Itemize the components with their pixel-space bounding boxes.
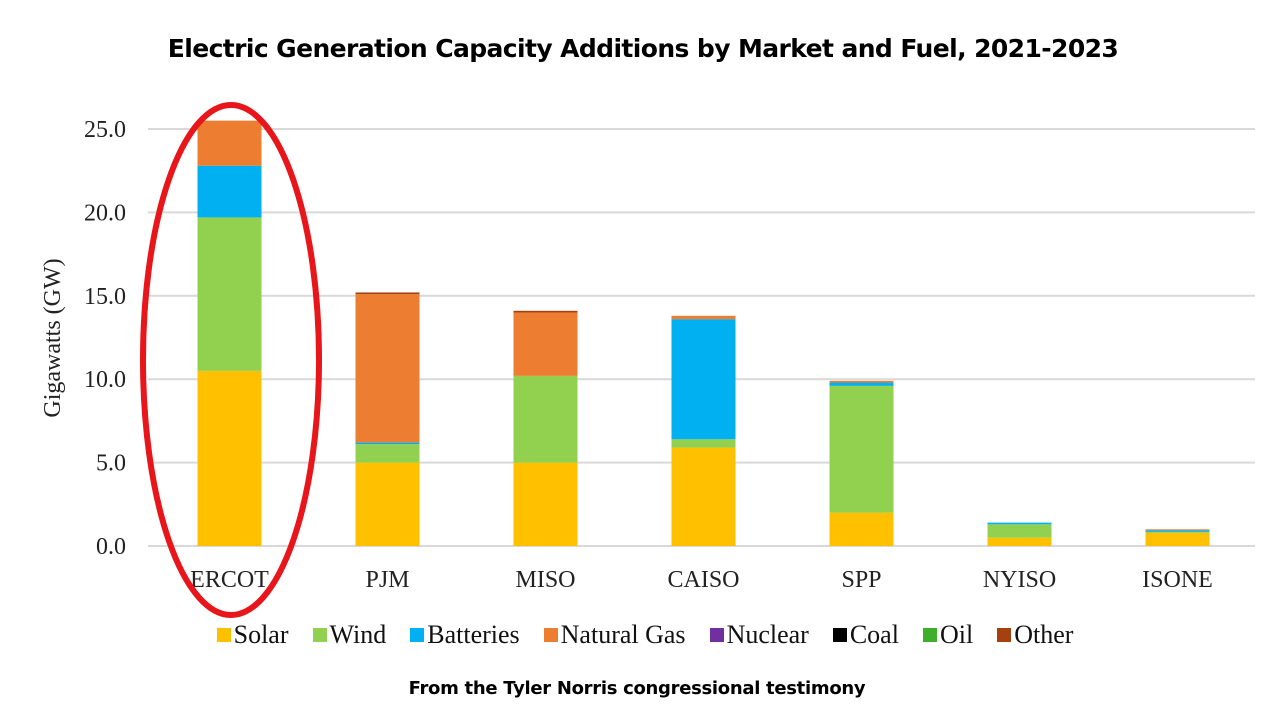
x-tick-label: MISO bbox=[515, 567, 575, 593]
highlight-ellipse bbox=[140, 102, 322, 618]
y-tick-label: 25.0 bbox=[84, 117, 126, 143]
x-tick-label: CAISO bbox=[667, 567, 739, 593]
bar-segment-isone-natural-gas bbox=[1145, 529, 1210, 531]
bar-segment-pjm-solar bbox=[355, 462, 420, 546]
x-tick-label: NYISO bbox=[983, 567, 1056, 593]
y-tick-labels: 0.0 5.0 10.0 15.0 20.0 25.0 bbox=[84, 117, 126, 560]
bar-segment-pjm-batteries bbox=[355, 442, 420, 445]
legend-swatch bbox=[997, 628, 1012, 642]
bar-segment-miso-natural-gas bbox=[513, 312, 578, 376]
legend-item: Oil bbox=[922, 620, 974, 650]
bar-segment-isone-wind bbox=[1145, 531, 1210, 533]
bar-segment-miso-other bbox=[513, 310, 578, 313]
legend-item: Coal bbox=[832, 620, 899, 650]
legend-item: Solar bbox=[216, 620, 289, 650]
x-tick-label: ISONE bbox=[1142, 567, 1213, 593]
legend-label: Coal bbox=[849, 620, 899, 649]
legend-label: Natural Gas bbox=[560, 620, 686, 649]
bar-segment-miso-solar bbox=[513, 462, 578, 546]
y-tick-label: 20.0 bbox=[84, 200, 126, 226]
bar-segment-caiso-solar bbox=[671, 447, 736, 546]
bar-segment-spp-batteries bbox=[829, 382, 894, 386]
source-caption: From the Tyler Norris congressional test… bbox=[408, 678, 866, 699]
legend-swatch bbox=[410, 628, 425, 642]
x-tick-label: PJM bbox=[365, 567, 409, 593]
legend-label: Other bbox=[1014, 620, 1074, 649]
legend: Solar Wind Batteries Natural Gas Nuclear Coal… bbox=[0, 620, 1280, 650]
x-tick-label: ERCOT bbox=[190, 567, 269, 593]
bar-segment-ercot-wind bbox=[197, 217, 262, 371]
y-tick-label: 5.0 bbox=[96, 451, 126, 477]
bar-segment-caiso-natural-gas bbox=[671, 315, 736, 320]
bar-segment-isone-batteries bbox=[1145, 530, 1210, 532]
bar-segment-pjm-natural-gas bbox=[355, 294, 420, 443]
bar-segment-spp-solar bbox=[829, 512, 894, 546]
bar-segment-ercot-natural-gas bbox=[197, 120, 262, 166]
legend-item: Nuclear bbox=[709, 620, 809, 650]
x-tick-labels: ERCOT PJM MISO CAISO SPP NYISO ISONE bbox=[190, 567, 1213, 593]
legend-swatch bbox=[312, 628, 327, 642]
legend-item: Wind bbox=[312, 620, 387, 650]
bar-segment-miso-wind bbox=[513, 375, 578, 463]
y-tick-label: 0.0 bbox=[96, 534, 126, 560]
bar-segment-pjm-wind bbox=[355, 444, 420, 463]
bar-segment-nyiso-batteries bbox=[987, 522, 1052, 525]
legend-label: Solar bbox=[233, 620, 289, 649]
y-axis-label: Gigawatts (GW) bbox=[40, 258, 66, 417]
bar-segment-nyiso-wind bbox=[987, 524, 1052, 538]
legend-label: Oil bbox=[939, 620, 974, 649]
legend-label: Nuclear bbox=[726, 620, 809, 649]
legend-swatch bbox=[922, 628, 937, 642]
legend-swatch bbox=[543, 628, 558, 642]
bar-segment-spp-natural-gas bbox=[829, 380, 894, 383]
bar-segment-pjm-other bbox=[355, 292, 420, 295]
legend-label: Wind bbox=[329, 620, 387, 649]
legend-item: Natural Gas bbox=[543, 620, 686, 650]
bar-segment-spp-wind bbox=[829, 385, 894, 513]
bar-segment-caiso-batteries bbox=[671, 319, 736, 440]
legend-swatch bbox=[832, 628, 847, 642]
bar-segment-caiso-wind bbox=[671, 439, 736, 448]
y-tick-label: 15.0 bbox=[84, 284, 126, 310]
bar-segment-isone-solar bbox=[1145, 532, 1210, 546]
x-tick-label: SPP bbox=[841, 567, 881, 593]
legend-swatch bbox=[709, 628, 724, 642]
bar-segment-nyiso-solar bbox=[987, 537, 1052, 546]
chart-plot: 0.0 5.0 10.0 15.0 20.0 25.0 Gigawatts (GW) ER… bbox=[40, 102, 1255, 618]
bar-segment-ercot-batteries bbox=[197, 165, 262, 218]
legend-item: Batteries bbox=[410, 620, 520, 650]
legend-item: Other bbox=[997, 620, 1073, 650]
legend-swatch bbox=[216, 628, 231, 642]
chart-title: Electric Generation Capacity Additions b… bbox=[167, 34, 1119, 63]
bar-segment-ercot-solar bbox=[197, 370, 262, 546]
legend-label: Batteries bbox=[427, 620, 520, 649]
y-tick-label: 10.0 bbox=[84, 367, 126, 393]
bars bbox=[197, 120, 1210, 546]
